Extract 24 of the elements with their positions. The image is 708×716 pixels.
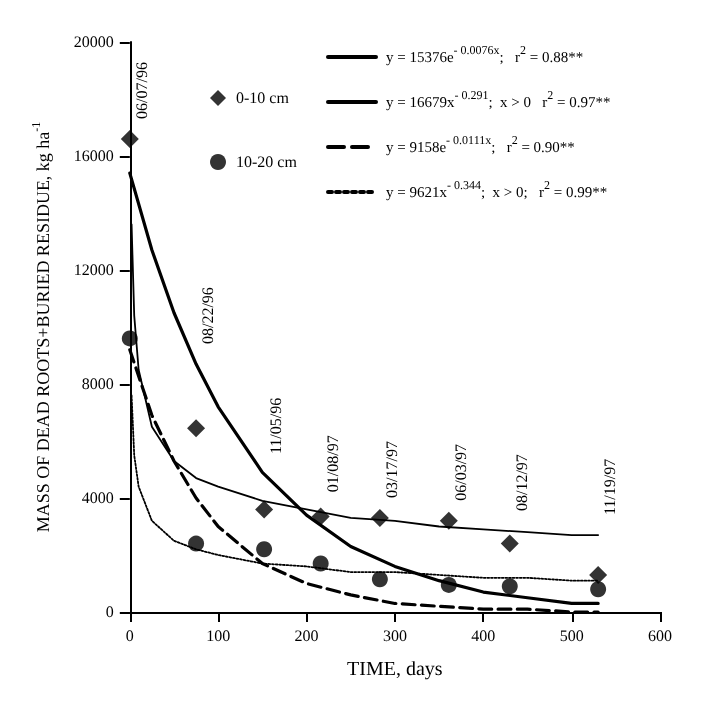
x-tick-label: 100 <box>206 627 231 645</box>
annotation: 08/22/96 <box>199 287 218 345</box>
y-tick-label: 20000 <box>73 33 114 51</box>
x-tick-label: 400 <box>471 627 496 645</box>
y-tick-label: 16000 <box>73 147 114 165</box>
annotation: 06/07/96 <box>132 61 151 119</box>
annotation: 01/08/97 <box>323 435 342 493</box>
annotation: 08/12/97 <box>512 454 531 512</box>
annotation: 11/19/97 <box>601 458 620 516</box>
annotation: 03/17/97 <box>382 441 401 498</box>
legend-label: 0-10 cm <box>236 89 291 107</box>
y-tick-label: 8000 <box>81 375 114 393</box>
legend-label: 10-20 cm <box>236 153 299 171</box>
y-tick-label: 4000 <box>81 489 114 507</box>
y-tick-label: 0 <box>105 603 114 621</box>
x-tick-label: 200 <box>294 627 319 645</box>
y-tick-label: 12000 <box>73 261 114 279</box>
x-tick-label: 600 <box>648 627 672 645</box>
annotation: 06/03/97 <box>451 443 470 501</box>
x-tick-label: 300 <box>382 627 407 645</box>
annotation: 11/05/96 <box>267 397 286 455</box>
x-axis-title: TIME, days <box>347 659 443 681</box>
x-tick-label: 500 <box>559 627 584 645</box>
x-tick-label: 0 <box>125 627 134 645</box>
